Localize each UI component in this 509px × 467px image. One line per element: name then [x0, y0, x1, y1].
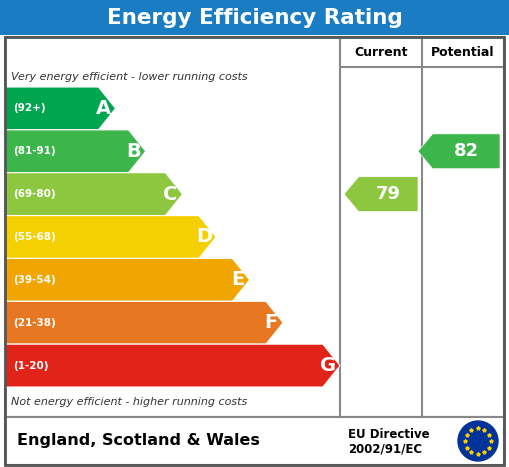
Text: Not energy efficient - higher running costs: Not energy efficient - higher running co…: [11, 397, 247, 407]
Text: Current: Current: [354, 45, 408, 58]
Text: D: D: [196, 227, 212, 247]
Circle shape: [458, 421, 498, 461]
Polygon shape: [418, 134, 500, 169]
Polygon shape: [344, 177, 418, 212]
Bar: [5, 37, 504, 417]
Text: (92+): (92+): [13, 103, 46, 113]
Polygon shape: [5, 258, 249, 301]
Text: G: G: [320, 356, 336, 375]
Text: EU Directive: EU Directive: [348, 429, 430, 441]
Text: (55-68): (55-68): [13, 232, 56, 242]
Polygon shape: [5, 216, 216, 258]
Bar: [0, 0, 509, 35]
Text: (81-91): (81-91): [13, 146, 55, 156]
Text: (21-38): (21-38): [13, 318, 56, 328]
Text: Energy Efficiency Rating: Energy Efficiency Rating: [106, 7, 403, 28]
Polygon shape: [5, 173, 183, 216]
Polygon shape: [5, 87, 116, 130]
Text: B: B: [126, 142, 141, 161]
Text: E: E: [231, 270, 244, 290]
Text: Very energy efficient - lower running costs: Very energy efficient - lower running co…: [11, 72, 247, 82]
Text: C: C: [163, 184, 178, 204]
Text: Potential: Potential: [431, 45, 495, 58]
Text: (1-20): (1-20): [13, 361, 48, 371]
Polygon shape: [5, 301, 283, 344]
Polygon shape: [5, 130, 146, 173]
Text: 79: 79: [376, 185, 401, 203]
Text: F: F: [264, 313, 278, 332]
Text: (69-80): (69-80): [13, 189, 55, 199]
Text: (39-54): (39-54): [13, 275, 56, 285]
Polygon shape: [5, 344, 340, 387]
Text: A: A: [96, 99, 111, 118]
Bar: [5, 417, 504, 465]
Text: 82: 82: [454, 142, 479, 160]
Text: 2002/91/EC: 2002/91/EC: [348, 443, 422, 455]
Text: England, Scotland & Wales: England, Scotland & Wales: [17, 433, 260, 448]
